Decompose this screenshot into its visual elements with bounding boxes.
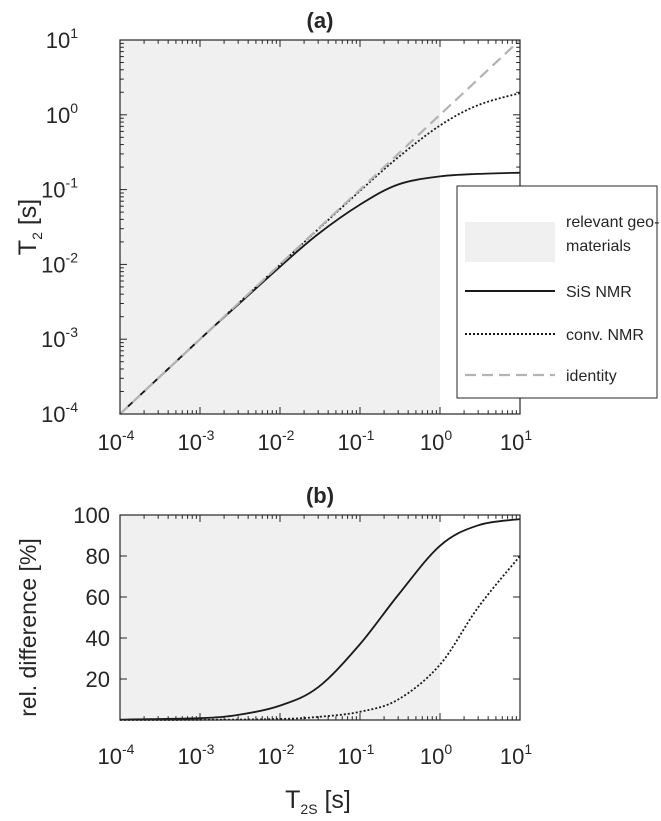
x-axis-label-unit: [s] bbox=[318, 786, 351, 814]
relevant-region-shading bbox=[120, 515, 440, 720]
y-tick-label: 60 bbox=[86, 585, 110, 610]
x-tick-label-exponent: -4 bbox=[122, 741, 135, 757]
y-tick-label: 80 bbox=[86, 544, 110, 569]
x-tick-label-exponent: 0 bbox=[444, 427, 452, 443]
y-tick-label-base: 10 bbox=[41, 327, 65, 352]
x-tick-label-exponent: 1 bbox=[524, 741, 532, 757]
x-tick-labels: 10-4 10-3 10-2 10-1 100 101 bbox=[98, 427, 533, 455]
axes-frame bbox=[119, 514, 521, 721]
x-tick-label-base: 10 bbox=[500, 430, 524, 455]
y-axis-label-main: T bbox=[14, 240, 42, 255]
x-tick-label-exponent: -1 bbox=[362, 427, 375, 443]
x-axis-label-main: T bbox=[285, 786, 300, 814]
legend-swatch-relevant bbox=[465, 222, 555, 262]
legend-label-sis: SiS NMR bbox=[566, 284, 632, 301]
legend-label-conv: conv. NMR bbox=[566, 327, 644, 344]
y-tick-label: 10-4 bbox=[41, 399, 78, 427]
x-tick-label-base: 10 bbox=[338, 744, 362, 769]
relevant-region-shading bbox=[120, 40, 440, 414]
x-tick-label: 100 bbox=[420, 741, 452, 769]
x-tick-label: 10-2 bbox=[258, 741, 295, 769]
chart-title: (b) bbox=[306, 483, 334, 508]
x-tick-label-exponent: -3 bbox=[202, 741, 215, 757]
y-tick-label: 10-3 bbox=[41, 324, 78, 352]
x-tick-label: 10-3 bbox=[178, 427, 215, 455]
x-tick-label-exponent: 1 bbox=[524, 427, 532, 443]
x-tick-label-exponent: -3 bbox=[202, 427, 215, 443]
x-tick-label: 10-1 bbox=[338, 741, 375, 769]
y-tick-label-exponent: -1 bbox=[66, 175, 79, 191]
x-tick-label: 10-4 bbox=[98, 427, 135, 455]
legend-label-relevant-2: materials bbox=[566, 238, 631, 255]
x-tick-label: 10-1 bbox=[338, 427, 375, 455]
chart-title: (a) bbox=[307, 8, 334, 33]
y-tick-label-exponent: 0 bbox=[70, 100, 78, 116]
y-tick-label: 10-1 bbox=[41, 175, 78, 203]
y-tick-label: 100 bbox=[73, 503, 110, 528]
y-tick-label: 101 bbox=[46, 25, 78, 53]
y-tick-label-exponent: -4 bbox=[66, 399, 79, 415]
x-axis-label: T2S [s] bbox=[285, 786, 351, 817]
x-tick-label: 10-3 bbox=[178, 741, 215, 769]
y-tick-label: 100 bbox=[46, 100, 78, 128]
x-tick-label-base: 10 bbox=[420, 430, 444, 455]
x-tick-label: 10-2 bbox=[258, 427, 295, 455]
y-tick-label: 20 bbox=[86, 667, 110, 692]
y-axis-label: T2 [s] bbox=[14, 199, 45, 255]
x-tick-label-base: 10 bbox=[258, 744, 282, 769]
x-tick-label-base: 10 bbox=[178, 744, 202, 769]
y-tick-label-base: 10 bbox=[41, 178, 65, 203]
x-tick-label-exponent: -1 bbox=[362, 741, 375, 757]
x-tick-label: 10-4 bbox=[98, 741, 135, 769]
x-tick-label-exponent: -2 bbox=[282, 741, 295, 757]
y-tick-label-base: 10 bbox=[46, 103, 70, 128]
y-axis-label: rel. difference [%] bbox=[15, 538, 41, 717]
x-tick-label-exponent: -2 bbox=[282, 427, 295, 443]
x-axis-label-sub: 2S bbox=[300, 801, 317, 817]
x-tick-label-exponent: -4 bbox=[122, 427, 135, 443]
y-tick-label: 40 bbox=[86, 626, 110, 651]
x-tick-label: 100 bbox=[420, 427, 452, 455]
x-tick-label: 101 bbox=[500, 741, 532, 769]
legend-label-relevant-1: relevant geo- bbox=[566, 214, 659, 231]
x-tick-label-base: 10 bbox=[420, 744, 444, 769]
y-tick-label-base: 10 bbox=[41, 402, 65, 427]
x-tick-labels: 10-4 10-3 10-2 10-1 100 101 bbox=[98, 741, 533, 769]
y-tick-label-exponent: 1 bbox=[70, 25, 78, 41]
x-tick-label-base: 10 bbox=[98, 744, 122, 769]
panel-a: (a) 10-4 10-3 10-2 10-1 100 101 10-410-310-21… bbox=[14, 8, 659, 455]
x-tick-label: 101 bbox=[500, 427, 532, 455]
y-tick-label-exponent: -2 bbox=[66, 249, 79, 265]
legend-label-identity: identity bbox=[566, 368, 617, 385]
series-lines bbox=[119, 39, 521, 415]
series-line-2 bbox=[119, 555, 521, 721]
y-tick-label-exponent: -3 bbox=[66, 324, 79, 340]
series-line-3 bbox=[119, 39, 521, 415]
y-tick-labels: 20 40 60 80 100 bbox=[73, 503, 110, 692]
y-tick-label: 10-2 bbox=[41, 249, 78, 277]
x-tick-label-exponent: 0 bbox=[444, 741, 452, 757]
y-axis-label-unit: [s] bbox=[14, 199, 42, 232]
x-tick-label-base: 10 bbox=[178, 430, 202, 455]
x-tick-label-base: 10 bbox=[258, 430, 282, 455]
x-tick-label-base: 10 bbox=[98, 430, 122, 455]
series-lines bbox=[119, 518, 521, 721]
series-line-1 bbox=[119, 518, 521, 721]
x-tick-label-base: 10 bbox=[338, 430, 362, 455]
x-tick-label-base: 10 bbox=[500, 744, 524, 769]
y-tick-label-base: 10 bbox=[46, 28, 70, 53]
y-tick-label-base: 10 bbox=[41, 252, 65, 277]
legend: relevant geo- materials SiS NMR conv. NM… bbox=[456, 185, 659, 399]
y-axis-label-sub: 2 bbox=[29, 232, 45, 240]
